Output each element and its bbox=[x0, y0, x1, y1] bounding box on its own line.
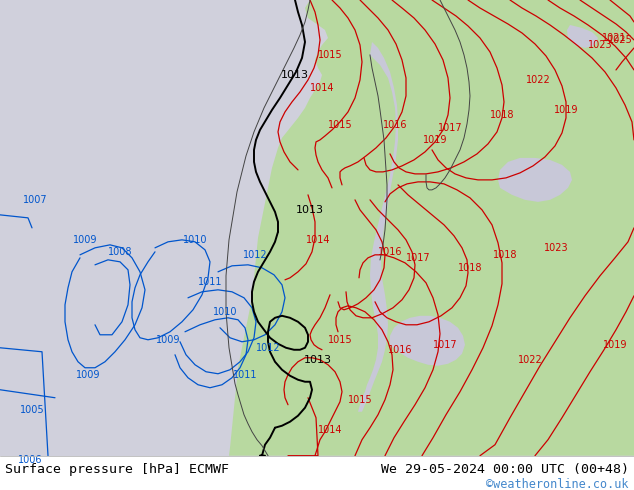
Text: 1013: 1013 bbox=[281, 70, 309, 80]
Text: 1016: 1016 bbox=[383, 120, 407, 130]
Text: 1013: 1013 bbox=[304, 355, 332, 365]
Polygon shape bbox=[358, 42, 398, 412]
Text: 1009: 1009 bbox=[156, 335, 180, 345]
Text: 1011: 1011 bbox=[198, 277, 223, 287]
Text: 1017: 1017 bbox=[406, 253, 430, 263]
Text: 1007: 1007 bbox=[23, 195, 48, 205]
Text: 1016: 1016 bbox=[378, 247, 402, 257]
Text: 1025: 1025 bbox=[607, 35, 632, 45]
Polygon shape bbox=[229, 0, 634, 456]
Text: 1010: 1010 bbox=[183, 235, 207, 245]
Polygon shape bbox=[390, 316, 465, 366]
Text: 1017: 1017 bbox=[437, 123, 462, 133]
Text: 1021: 1021 bbox=[602, 33, 626, 43]
Text: 1005: 1005 bbox=[20, 405, 44, 415]
Text: 1023: 1023 bbox=[544, 243, 568, 253]
Text: 1015: 1015 bbox=[347, 395, 372, 405]
Text: 1023: 1023 bbox=[588, 40, 612, 50]
Text: 1018: 1018 bbox=[489, 110, 514, 120]
Text: 1015: 1015 bbox=[318, 50, 342, 60]
Text: 1015: 1015 bbox=[328, 120, 353, 130]
Text: 1012: 1012 bbox=[243, 250, 268, 260]
Text: 1022: 1022 bbox=[517, 355, 542, 365]
Text: 1012: 1012 bbox=[256, 343, 280, 353]
Text: 1008: 1008 bbox=[108, 247, 133, 257]
Text: 1015: 1015 bbox=[328, 335, 353, 345]
Polygon shape bbox=[567, 25, 598, 48]
Text: 1011: 1011 bbox=[233, 370, 257, 380]
Text: 1014: 1014 bbox=[310, 83, 334, 93]
Text: 1016: 1016 bbox=[388, 345, 412, 355]
Text: 1006: 1006 bbox=[18, 455, 42, 465]
Text: 1022: 1022 bbox=[526, 75, 550, 85]
Text: 1018: 1018 bbox=[458, 263, 482, 273]
Text: Surface pressure [hPa] ECMWF: Surface pressure [hPa] ECMWF bbox=[5, 464, 229, 476]
Text: 1013: 1013 bbox=[296, 205, 324, 215]
Text: 1009: 1009 bbox=[75, 370, 100, 380]
Text: 1014: 1014 bbox=[318, 425, 342, 435]
Text: 1019: 1019 bbox=[423, 135, 447, 145]
Text: 1019: 1019 bbox=[603, 340, 627, 350]
Text: 1019: 1019 bbox=[553, 105, 578, 115]
Polygon shape bbox=[498, 158, 572, 202]
Text: 1009: 1009 bbox=[73, 235, 97, 245]
Text: 1010: 1010 bbox=[213, 307, 237, 317]
Text: ©weatheronline.co.uk: ©weatheronline.co.uk bbox=[486, 478, 629, 490]
Text: 1014: 1014 bbox=[306, 235, 330, 245]
Text: We 29-05-2024 00:00 UTC (00+48): We 29-05-2024 00:00 UTC (00+48) bbox=[381, 464, 629, 476]
Text: 1017: 1017 bbox=[432, 340, 457, 350]
Text: 1018: 1018 bbox=[493, 250, 517, 260]
